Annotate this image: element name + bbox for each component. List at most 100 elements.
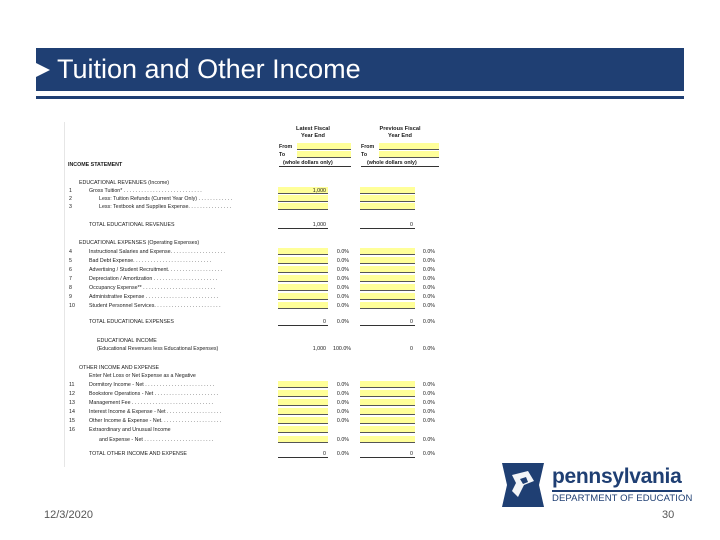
other-16b-previous-field[interactable]: [360, 436, 415, 443]
total-edu-rev-rule-previous: [360, 228, 415, 229]
row-previous-pct: 0.0%: [422, 258, 435, 264]
edu-rev-num-2: 2: [69, 196, 72, 202]
total-other-rule-latest: [278, 457, 328, 458]
other-header: OTHER INCOME AND EXPENSE: [79, 365, 160, 371]
row-previous-field[interactable]: [360, 381, 415, 388]
row-latest-field[interactable]: [278, 275, 328, 282]
row-label: Dormitory Income - Net . . . . . . . . .…: [89, 382, 215, 388]
row-previous-field[interactable]: [360, 248, 415, 255]
row-latest-field[interactable]: [278, 408, 328, 415]
textbook-expense-previous-field[interactable]: [360, 203, 415, 210]
row-latest-field[interactable]: [278, 302, 328, 309]
row-latest-pct: 0.0%: [336, 418, 349, 424]
pa-education-logo: pennsylvania DEPARTMENT OF EDUCATION: [498, 459, 692, 509]
row-previous-field[interactable]: [360, 408, 415, 415]
row-latest-field[interactable]: [278, 284, 328, 291]
other-16b-latest-pct: 0.0%: [336, 437, 349, 443]
row-previous-pct: 0.0%: [422, 409, 435, 415]
row-latest-pct: 0.0%: [336, 258, 349, 264]
row-latest-pct: 0.0%: [336, 267, 349, 273]
total-edu-exp-rule-latest: [278, 325, 328, 326]
row-latest-field[interactable]: [278, 417, 328, 424]
row-previous-field[interactable]: [360, 275, 415, 282]
total-edu-rev-label: TOTAL EDUCATIONAL REVENUES: [89, 222, 175, 228]
edu-income-latest: 1,000: [312, 346, 326, 352]
from-field-previous[interactable]: [379, 143, 439, 150]
row-latest-field[interactable]: [278, 399, 328, 406]
logo-subtitle: DEPARTMENT OF EDUCATION: [552, 493, 693, 504]
row-previous-pct: 0.0%: [422, 303, 435, 309]
edu-exp-header: EDUCATIONAL EXPENSES (Operating Expenses…: [79, 240, 200, 246]
tuition-refunds-previous-field[interactable]: [360, 195, 415, 202]
row-previous-field[interactable]: [360, 284, 415, 291]
row-latest-field[interactable]: [278, 426, 328, 433]
row-number: 6: [69, 267, 72, 273]
row-previous-field[interactable]: [360, 293, 415, 300]
row-number: 7: [69, 276, 72, 282]
row-previous-field[interactable]: [360, 417, 415, 424]
edu-rev-label-2: Less: Tuition Refunds (Current Year Only…: [99, 196, 233, 202]
other-16b-label: and Expense - Net . . . . . . . . . . . …: [99, 437, 214, 443]
row-previous-field[interactable]: [360, 399, 415, 406]
total-other-label: TOTAL OTHER INCOME AND EXPENSE: [89, 451, 187, 457]
row-previous-field[interactable]: [360, 426, 415, 433]
to-label-2: To: [361, 152, 368, 158]
textbook-expense-latest-field[interactable]: [278, 203, 328, 210]
edu-income-latest-pct: 100.0%: [333, 346, 351, 352]
gross-tuition-latest-field[interactable]: [278, 187, 328, 194]
total-edu-exp-latest: 0: [323, 319, 326, 325]
edu-income-label: (Educational Revenues less Educational E…: [97, 346, 219, 352]
to-field-previous[interactable]: [379, 151, 439, 158]
gross-tuition-previous-field[interactable]: [360, 187, 415, 194]
col-latest-line2: Year End: [301, 133, 325, 139]
row-latest-pct: 0.0%: [336, 294, 349, 300]
row-latest-pct: 0.0%: [336, 285, 349, 291]
to-label-1: To: [279, 152, 286, 158]
row-latest-field[interactable]: [278, 248, 328, 255]
header-rule-latest: [279, 166, 351, 167]
row-previous-field[interactable]: [360, 257, 415, 264]
row-latest-field[interactable]: [278, 390, 328, 397]
row-previous-pct: 0.0%: [422, 400, 435, 406]
row-label: Instructional Salaries and Expense. . . …: [89, 249, 226, 255]
total-other-previous: 0: [410, 451, 413, 457]
row-number: 8: [69, 285, 72, 291]
other-16b-latest-field[interactable]: [278, 436, 328, 443]
row-number: 15: [69, 418, 75, 424]
row-latest-pct: 0.0%: [336, 249, 349, 255]
header-rule-previous: [361, 166, 439, 167]
gross-tuition-latest-value: 1,000: [312, 188, 326, 194]
row-latest-field[interactable]: [278, 381, 328, 388]
row-previous-field[interactable]: [360, 266, 415, 273]
col-latest-line1: Latest Fiscal: [296, 126, 330, 132]
from-label-1: From: [279, 144, 293, 150]
row-latest-field[interactable]: [278, 257, 328, 264]
from-field-latest[interactable]: [297, 143, 351, 150]
other-sub: Enter Net Loss or Net Expense as a Negat…: [89, 373, 196, 379]
arrow-bullet-icon: [36, 63, 50, 77]
row-previous-field[interactable]: [360, 302, 415, 309]
edu-rev-label-1: Gross Tuition* . . . . . . . . . . . . .…: [89, 188, 202, 194]
income-statement-sheet: Latest Fiscal Year End Previous Fiscal Y…: [64, 122, 440, 467]
row-label: Depreciation / Amortization . . . . . . …: [89, 276, 218, 282]
total-other-latest: 0: [323, 451, 326, 457]
row-number: 12: [69, 391, 75, 397]
row-previous-pct: 0.0%: [422, 382, 435, 388]
row-label: Bad Debt Expense. . . . . . . . . . . . …: [89, 258, 212, 264]
row-number: 16: [69, 427, 75, 433]
tuition-refunds-latest-field[interactable]: [278, 195, 328, 202]
row-label: Administrative Expense . . . . . . . . .…: [89, 294, 218, 300]
row-latest-field[interactable]: [278, 266, 328, 273]
row-previous-pct: 0.0%: [422, 294, 435, 300]
row-number: 10: [69, 303, 75, 309]
edu-income-previous: 0: [410, 346, 413, 352]
row-number: 11: [69, 382, 75, 388]
row-previous-field[interactable]: [360, 390, 415, 397]
row-latest-field[interactable]: [278, 293, 328, 300]
to-field-latest[interactable]: [297, 151, 351, 158]
total-edu-rev-previous: 0: [410, 222, 413, 228]
logo-divider: [552, 490, 682, 492]
page-number: 30: [662, 509, 675, 521]
row-previous-pct: 0.0%: [422, 391, 435, 397]
row-number: 4: [69, 249, 72, 255]
